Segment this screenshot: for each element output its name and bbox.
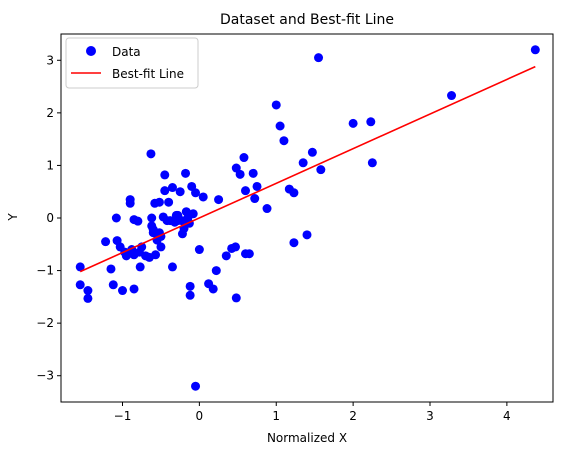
x-tick-label: 3 <box>426 409 434 423</box>
data-point <box>271 100 281 110</box>
x-tick-label: 0 <box>196 409 204 423</box>
data-point <box>191 188 201 198</box>
data-point <box>121 251 131 261</box>
legend-data-label: Data <box>112 45 141 59</box>
data-point <box>156 242 166 252</box>
plot-area: −1 0 1 2 3 4 −3 −2 −1 0 1 2 3 <box>36 33 554 423</box>
data-point <box>175 187 185 197</box>
data-point <box>302 230 312 240</box>
y-tick-label: 2 <box>46 106 54 120</box>
data-point <box>198 192 208 202</box>
data-point <box>208 284 218 294</box>
data-point <box>75 262 85 272</box>
data-point <box>307 147 317 157</box>
data-point <box>211 266 221 276</box>
data-point <box>262 204 272 214</box>
data-point <box>231 242 241 252</box>
data-point <box>367 158 377 168</box>
data-point <box>151 250 161 260</box>
x-tick-label: −1 <box>114 409 132 423</box>
data-point <box>83 293 93 303</box>
data-point <box>279 136 289 146</box>
data-point <box>289 238 299 248</box>
data-point <box>221 251 231 261</box>
data-point <box>167 262 177 272</box>
data-point <box>235 169 245 179</box>
data-point <box>447 91 457 101</box>
data-point <box>241 186 250 196</box>
data-point <box>316 165 326 175</box>
data-point <box>83 286 93 296</box>
y-tick-label: −3 <box>36 369 54 383</box>
data-point <box>289 188 299 198</box>
data-point <box>244 249 254 259</box>
x-tick-label: 2 <box>349 409 357 423</box>
data-point <box>164 197 174 207</box>
y-tick-label: 1 <box>46 158 54 172</box>
legend-data-marker <box>86 46 96 56</box>
data-point <box>348 118 358 128</box>
data-point <box>118 286 127 296</box>
y-tick-label: 3 <box>46 53 54 67</box>
data-point <box>530 45 540 55</box>
data-point <box>275 121 285 131</box>
data-point <box>181 168 191 178</box>
y-axis-label: Y <box>6 213 20 222</box>
data-point <box>75 280 85 290</box>
data-point <box>108 280 118 290</box>
best-fit-line <box>79 65 536 273</box>
legend: Data Best-fit Line <box>65 37 199 89</box>
legend-box <box>65 37 199 89</box>
data-point <box>147 213 157 223</box>
data-point <box>185 281 195 291</box>
data-point <box>214 195 224 205</box>
data-point <box>133 216 143 226</box>
x-tick-label: 4 <box>503 409 511 423</box>
x-axis-label: Normalized X <box>267 431 347 445</box>
data-point <box>366 117 376 127</box>
data-point <box>129 284 139 294</box>
data-point <box>146 149 156 159</box>
legend-line-label: Best-fit Line <box>112 67 184 81</box>
chart-title: Dataset and Best-fit Line <box>220 12 394 28</box>
data-point <box>125 198 135 208</box>
data-point <box>191 381 201 391</box>
data-point <box>111 213 121 223</box>
data-point <box>135 262 145 272</box>
data-point <box>298 158 308 168</box>
data-point <box>250 194 260 204</box>
data-point <box>314 53 324 63</box>
x-tick-label: 1 <box>272 409 280 423</box>
data-point <box>148 228 158 238</box>
data-point <box>194 245 204 255</box>
data-point <box>154 197 164 207</box>
y-tick-label: −1 <box>36 264 54 278</box>
data-point <box>101 237 111 247</box>
data-point <box>160 186 170 196</box>
y-tick-label: 0 <box>46 211 54 225</box>
data-point <box>160 170 170 180</box>
data-point <box>248 168 258 178</box>
data-point <box>106 264 116 274</box>
data-point <box>231 293 241 303</box>
data-point <box>185 290 195 300</box>
data-point <box>188 209 198 219</box>
data-point <box>239 153 249 163</box>
y-tick-label: −2 <box>36 316 54 330</box>
data-point <box>167 183 177 193</box>
data-point <box>252 181 262 191</box>
